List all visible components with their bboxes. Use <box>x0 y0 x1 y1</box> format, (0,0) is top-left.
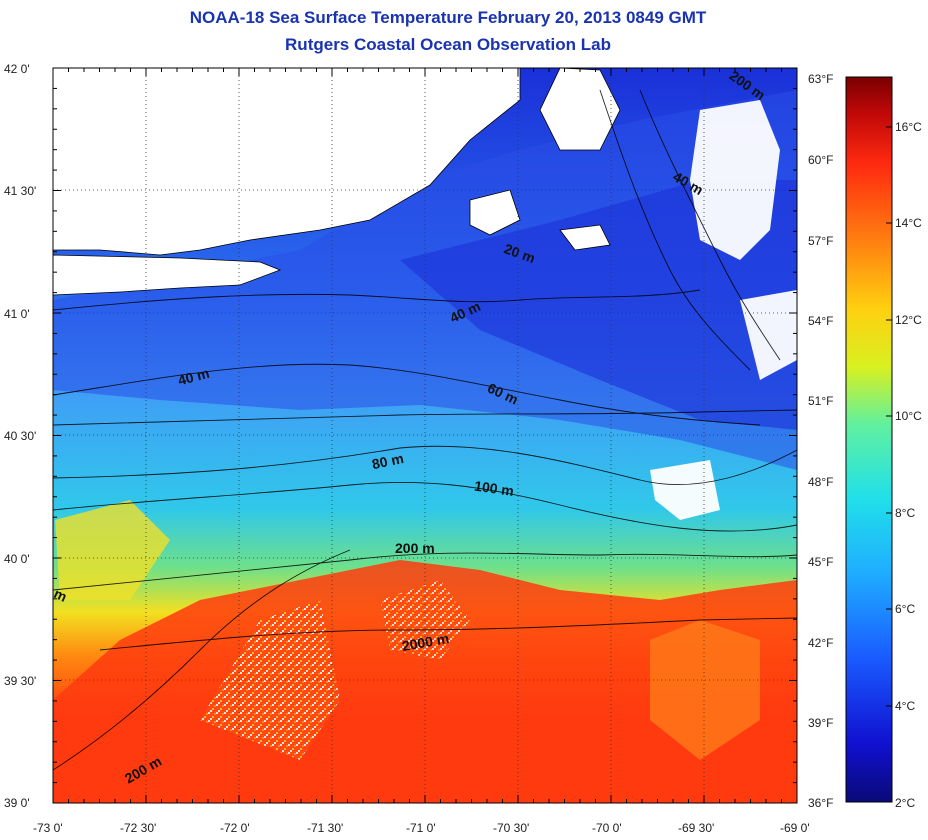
lon-label: -70 30' <box>493 821 529 835</box>
land-long-island <box>53 254 282 296</box>
fahrenheit-label: 60°F <box>808 153 833 167</box>
lon-label: -72 30' <box>120 821 156 835</box>
shelf-warm-region <box>55 500 170 600</box>
lon-label: -71 0' <box>406 821 436 835</box>
lat-label: 39 0' <box>4 796 30 810</box>
fahrenheit-label: 45°F <box>808 555 833 569</box>
georges-bank-cold-region <box>400 180 797 430</box>
celsius-label: 8°C <box>895 506 915 520</box>
lon-label: -69 0' <box>780 821 810 835</box>
contour-label-40m-west: 40 m <box>176 365 211 389</box>
fahrenheit-label: 36°F <box>808 796 833 810</box>
map-subtitle: Rutgers Coastal Ocean Observation Lab <box>285 35 611 54</box>
celsius-label: 6°C <box>895 602 915 616</box>
contour-label-80m: 80 m <box>370 450 405 472</box>
warm-eddy <box>650 620 760 760</box>
celsius-label: 16°C <box>895 120 922 134</box>
graticule <box>53 68 797 803</box>
lat-label: 42 0' <box>4 62 30 76</box>
lon-label: -73 0' <box>33 821 63 835</box>
lon-label: -70 0' <box>592 821 622 835</box>
lat-label: 40 30' <box>4 429 36 443</box>
contour-label-200m-shelf: 200 m <box>395 540 435 556</box>
lon-label: -71 30' <box>307 821 343 835</box>
fahrenheit-label: 48°F <box>808 475 833 489</box>
lon-label: -69 30' <box>678 821 714 835</box>
land-marthas-vineyard <box>469 189 521 236</box>
fahrenheit-label: 39°F <box>808 716 833 730</box>
lon-label: -72 0' <box>220 821 250 835</box>
celsius-label: 4°C <box>895 699 915 713</box>
cloud-patch-se <box>650 460 720 520</box>
fahrenheit-label: 57°F <box>808 234 833 248</box>
fahrenheit-label: 54°F <box>808 314 833 328</box>
scale-tick-marks <box>886 126 892 707</box>
land-cape-cod <box>539 68 621 151</box>
celsius-label: 2°C <box>895 796 915 810</box>
cloud-patch-ne <box>690 100 780 260</box>
map-title: NOAA-18 Sea Surface Temperature February… <box>189 8 707 27</box>
land-new-england <box>53 68 521 256</box>
celsius-label: 14°C <box>895 216 922 230</box>
lat-label: 41 0' <box>4 307 30 321</box>
celsius-label: 12°C <box>895 313 922 327</box>
celsius-label: 10°C <box>895 409 922 423</box>
lat-label: 39 30' <box>4 674 36 688</box>
contour-label-partial: m <box>52 585 70 605</box>
fahrenheit-label: 42°F <box>808 636 833 650</box>
contour-label-100m: 100 m <box>473 478 515 499</box>
cloud-patch-e <box>740 290 797 380</box>
lat-label: 41 30' <box>4 184 36 198</box>
land-nantucket <box>559 224 611 251</box>
color-scale-bar <box>845 76 893 803</box>
lat-label: 40 0' <box>4 552 30 566</box>
fahrenheit-label: 63°F <box>808 72 833 86</box>
bathymetry-contours <box>53 89 797 771</box>
frame-tick-marks <box>52 67 798 804</box>
fahrenheit-label: 51°F <box>808 394 833 408</box>
